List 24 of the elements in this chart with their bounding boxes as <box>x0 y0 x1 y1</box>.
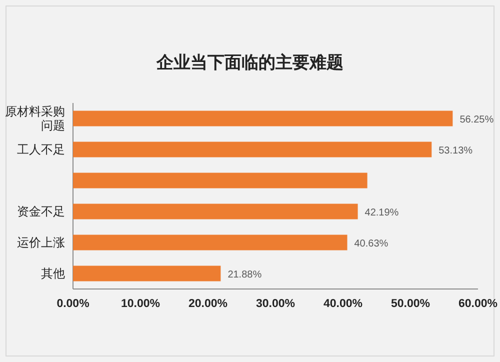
y-tick-label: 其他 <box>41 266 65 280</box>
x-tick-label: 40.00% <box>323 298 363 310</box>
bar <box>73 266 221 282</box>
y-tick-label: 工人不足 <box>17 142 65 156</box>
data-label: 56.25% <box>460 114 494 126</box>
chart-title: 企业当下面临的主要难题 <box>156 53 344 72</box>
x-tick-label: 60.00% <box>458 298 498 310</box>
x-tick-label: 10.00% <box>120 298 160 310</box>
x-tick-label: 20.00% <box>188 298 228 310</box>
x-tick-label: 50.00% <box>390 298 430 310</box>
bar <box>73 234 348 250</box>
x-tick-label: 30.00% <box>256 298 296 310</box>
data-label: 40.63% <box>354 238 388 250</box>
y-tick-label: 运价上涨 <box>17 236 65 250</box>
y-tick-label: 原材料采购问题 <box>5 104 65 132</box>
data-label: 42.19% <box>364 208 399 218</box>
bar <box>73 172 368 188</box>
bar <box>73 204 358 220</box>
y-tick-label: 资金不足 <box>17 204 65 218</box>
x-tick-label: 0.00% <box>56 298 90 310</box>
bar <box>73 142 432 158</box>
data-label: 53.13% <box>438 146 473 156</box>
data-label: 21.88% <box>228 270 262 280</box>
bar <box>73 110 453 126</box>
